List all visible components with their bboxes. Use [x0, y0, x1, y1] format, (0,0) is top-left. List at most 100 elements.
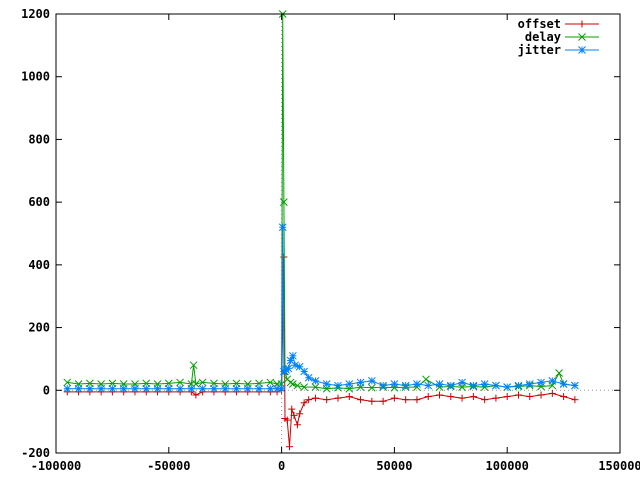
data-point-jitter: [232, 384, 241, 393]
data-point-jitter: [548, 377, 557, 385]
x-tick-label: 0: [278, 459, 285, 473]
data-point-jitter: [413, 380, 421, 388]
y-tick-label: 1000: [21, 70, 50, 84]
data-point-offset: [192, 391, 200, 399]
data-point-jitter: [176, 384, 184, 393]
data-point-offset: [436, 391, 444, 399]
data-point-delay: [176, 378, 184, 387]
series-line-offset: [67, 256, 576, 447]
data-point-jitter: [164, 384, 173, 393]
data-point-jitter: [255, 384, 263, 393]
data-point-jitter: [300, 367, 309, 376]
y-tick-label: 0: [43, 383, 50, 397]
data-point-delay: [311, 383, 320, 392]
legend-label-delay: delay: [525, 30, 561, 44]
data-point-offset: [503, 393, 511, 401]
y-tick-label: 1200: [21, 7, 50, 21]
data-point-jitter: [284, 364, 293, 373]
series-line-jitter: [67, 227, 575, 390]
data-point-jitter: [503, 383, 512, 392]
data-point-jitter: [304, 373, 313, 382]
data-point-jitter: [401, 381, 410, 390]
plot-frame: [55, 13, 621, 454]
data-point-delay: [63, 378, 72, 387]
data-point-jitter: [289, 351, 297, 360]
data-point-offset: [290, 411, 298, 419]
data-point-jitter: [278, 223, 287, 232]
legend-marker-delay: [578, 33, 586, 41]
series-layer: [63, 10, 579, 451]
data-point-jitter: [311, 377, 320, 385]
data-point-delay: [422, 375, 430, 384]
legend-label-jitter: jitter: [518, 43, 561, 57]
data-point-delay: [189, 361, 198, 370]
legend-marker-offset: [578, 20, 586, 28]
data-point-jitter: [571, 381, 579, 390]
series-line-delay: [67, 13, 575, 390]
data-point-offset: [481, 396, 489, 404]
data-point-jitter: [210, 384, 218, 393]
data-point-jitter: [390, 380, 399, 388]
data-point-jitter: [108, 384, 117, 393]
y-tick-label: 800: [28, 132, 50, 146]
legend-marker-jitter: [578, 46, 586, 54]
data-point-delay: [289, 380, 297, 388]
data-point-offset: [447, 393, 455, 401]
data-point-offset: [285, 443, 293, 451]
data-point-offset: [345, 393, 353, 401]
data-point-offset: [514, 391, 522, 399]
data-point-jitter: [221, 384, 230, 393]
data-point-jitter: [322, 380, 331, 388]
x-tick-label: -100000: [31, 459, 82, 473]
data-point-offset: [296, 410, 304, 418]
data-point-delay: [198, 378, 207, 387]
data-point-offset: [283, 416, 291, 424]
data-point-offset: [293, 421, 301, 429]
x-tick-label: 150000: [598, 459, 640, 473]
data-point-offset: [390, 394, 398, 402]
y-tick-label: 200: [28, 321, 50, 335]
data-point-offset: [458, 394, 466, 402]
data-point-jitter: [131, 384, 139, 393]
data-point-delay: [300, 383, 309, 392]
data-point-delay: [367, 383, 376, 392]
x-tick-label: 50000: [376, 459, 412, 473]
data-point-offset: [571, 396, 579, 404]
series-jitter: [63, 223, 579, 393]
data-point-offset: [368, 397, 376, 405]
legend-label-offset: offset: [518, 17, 561, 31]
y-tick-label: 400: [28, 258, 50, 272]
data-point-jitter: [424, 381, 433, 390]
data-point-offset: [413, 396, 421, 404]
data-point-jitter: [187, 384, 196, 393]
data-point-jitter: [559, 380, 568, 388]
data-point-offset: [560, 393, 568, 401]
x-tick-label: -50000: [147, 459, 190, 473]
y-tick-label: -200: [21, 446, 50, 460]
data-point-offset: [492, 394, 500, 402]
data-point-jitter: [142, 384, 151, 393]
data-point-jitter: [266, 384, 275, 393]
data-point-jitter: [367, 377, 376, 385]
data-point-offset: [288, 405, 296, 413]
data-point-jitter: [446, 381, 455, 390]
x-axis-ticks: -100000 -50000 0 50000 100000 150000: [31, 14, 640, 473]
data-point-offset: [334, 394, 342, 402]
data-point-delay: [266, 378, 275, 387]
data-point-jitter: [537, 378, 545, 387]
series-delay: [63, 10, 579, 393]
data-point-offset: [311, 394, 319, 402]
data-point-offset: [548, 389, 556, 397]
x-tick-label: 100000: [486, 459, 529, 473]
data-point-jitter: [345, 380, 354, 388]
series-offset: [63, 253, 579, 451]
data-point-jitter: [334, 381, 342, 390]
data-point-jitter: [492, 381, 500, 390]
data-point-delay: [280, 198, 288, 206]
data-point-offset: [305, 396, 313, 404]
data-point-jitter: [469, 381, 478, 390]
data-point-jitter: [119, 384, 128, 393]
data-point-delay: [390, 383, 399, 392]
data-point-offset: [537, 391, 545, 399]
data-point-offset: [526, 393, 534, 401]
